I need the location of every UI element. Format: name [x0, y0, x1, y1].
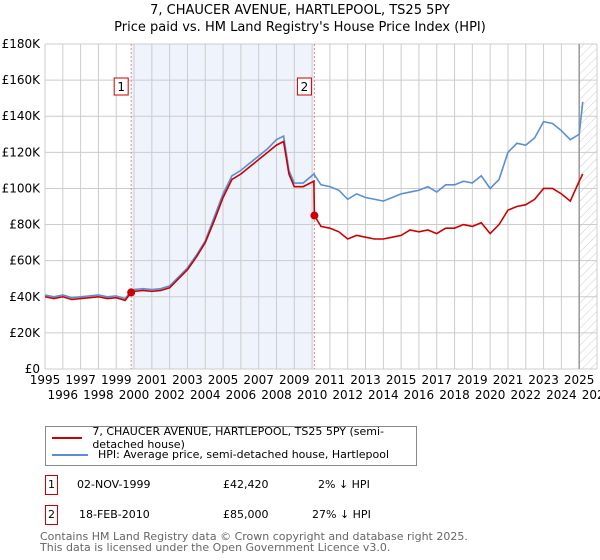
x-tick-label: 1995: [30, 373, 61, 387]
x-tick-label: 2007: [243, 373, 274, 387]
y-tick-label: £80K: [9, 218, 41, 232]
y-tick-label: £180K: [2, 37, 42, 51]
sale-marker-label: 1: [117, 80, 125, 94]
footer-licence: This data is licensed under the Open Gov…: [40, 541, 391, 554]
x-tick-label: 1999: [101, 373, 132, 387]
legend: 7, CHAUCER AVENUE, HARTLEPOOL, TS25 5PY …: [45, 424, 417, 466]
transaction-hpi: 27% ↓ HPI: [312, 508, 371, 521]
x-tick-label: 2020: [475, 388, 506, 402]
transaction-date: 02-NOV-1999: [77, 478, 151, 491]
y-tick-label: £160K: [2, 73, 42, 87]
sale-point: [127, 288, 136, 297]
transaction-hpi: 2% ↓ HPI: [318, 478, 370, 491]
chart-subtitle: Price paid vs. HM Land Registry's House …: [114, 20, 486, 35]
forecast-hatch: [579, 44, 597, 369]
legend-swatch-hpi: [52, 453, 88, 456]
x-tick-label: 2016: [404, 388, 435, 402]
x-tick-label: 2011: [315, 373, 346, 387]
x-tick-label: 2015: [386, 373, 417, 387]
y-tick-label: £140K: [2, 109, 42, 123]
x-tick-label: 1997: [65, 373, 96, 387]
y-tick-label: £40K: [9, 290, 41, 304]
x-tick-label: 2000: [119, 388, 150, 402]
x-tick-label: 1996: [48, 388, 79, 402]
x-tick-label: 2017: [421, 373, 452, 387]
x-tick-label: 2004: [190, 388, 221, 402]
y-tick-label: £0: [25, 362, 40, 376]
x-tick-label: 2026: [582, 388, 600, 402]
x-tick-label: 1998: [83, 388, 114, 402]
legend-hpi: HPI: Average price, semi-detached house,…: [98, 448, 390, 461]
x-tick-label: 2013: [350, 373, 381, 387]
transaction-badge: 2: [45, 505, 58, 525]
price-chart: 1995199619971998199920002001200220032004…: [2, 37, 600, 402]
x-tick-label: 2006: [226, 388, 257, 402]
x-tick-label: 2024: [546, 388, 577, 402]
x-tick-label: 2003: [172, 373, 203, 387]
y-tick-label: £120K: [2, 145, 42, 159]
sale-marker-label: 2: [301, 80, 309, 94]
sale-point: [310, 211, 319, 220]
x-tick-label: 2014: [368, 388, 399, 402]
x-tick-label: 2009: [279, 373, 310, 387]
x-tick-label: 2002: [154, 388, 185, 402]
x-tick-label: 2010: [297, 388, 328, 402]
sale-marker-box: [296, 77, 312, 96]
sale-marker-box: [113, 77, 129, 96]
x-tick-label: 2012: [332, 388, 363, 402]
x-tick-label: 2023: [528, 373, 559, 387]
x-tick-label: 2018: [439, 388, 470, 402]
footer-copyright: Contains HM Land Registry data © Crown c…: [40, 530, 468, 543]
transaction-badge: 1: [45, 475, 58, 495]
transaction-price: £85,000: [223, 508, 269, 521]
transaction-row: 2 18-FEB-2010 £85,000 27% ↓ HPI: [45, 505, 545, 525]
x-tick-label: 2021: [493, 373, 524, 387]
x-tick-label: 2022: [511, 388, 542, 402]
y-tick-label: £100K: [2, 181, 42, 195]
x-tick-label: 2025: [564, 373, 595, 387]
legend-property: 7, CHAUCER AVENUE, HARTLEPOOL, TS25 5PY …: [92, 424, 384, 451]
x-tick-label: 2005: [208, 373, 239, 387]
x-tick-label: 2019: [457, 373, 488, 387]
transaction-date: 18-FEB-2010: [79, 508, 150, 521]
transaction-price: £42,420: [223, 478, 269, 491]
chart-title: 7, CHAUCER AVENUE, HARTLEPOOL, TS25 5PY: [150, 3, 450, 18]
x-tick-label: 2008: [261, 388, 292, 402]
y-tick-label: £20K: [9, 326, 41, 340]
footer: Contains HM Land Registry data © Crown c…: [40, 531, 468, 553]
y-tick-label: £60K: [9, 254, 41, 268]
transaction-row: 1 02-NOV-1999 £42,420 2% ↓ HPI: [45, 475, 545, 495]
legend-swatch-property: [52, 436, 83, 439]
x-tick-label: 2001: [137, 373, 168, 387]
